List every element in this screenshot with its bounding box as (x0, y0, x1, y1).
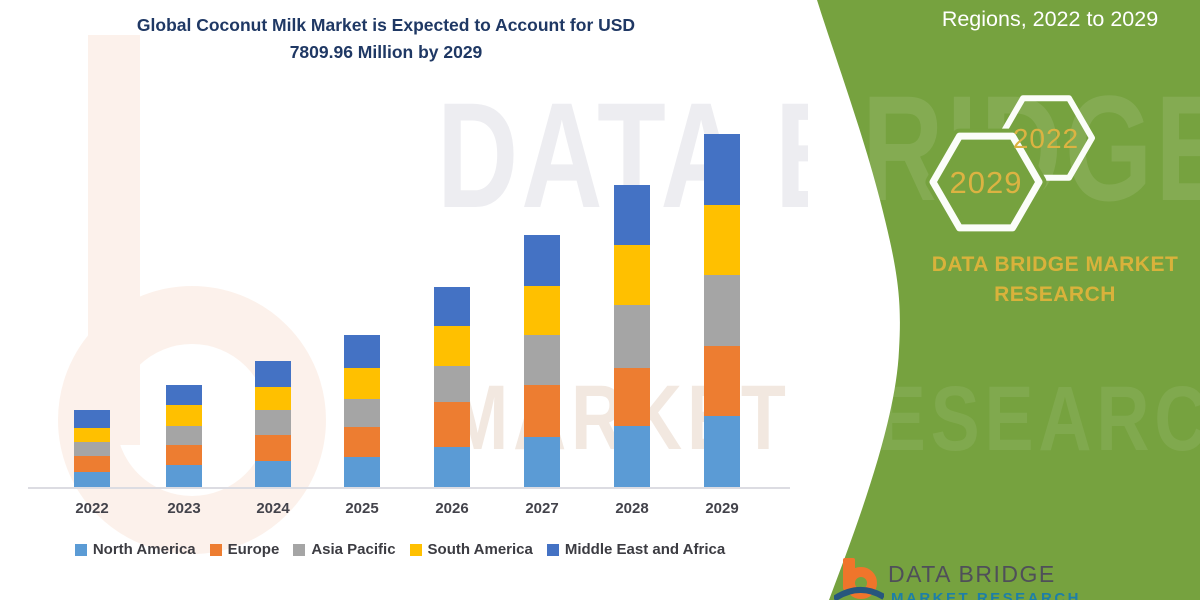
x-axis-label: 2028 (615, 500, 649, 517)
bar-segment-middle-east-and-africa (614, 185, 650, 246)
bar-segment-asia-pacific (434, 366, 470, 402)
bar-segment-middle-east-and-africa (434, 286, 470, 326)
bar-segment-south-america (434, 326, 470, 366)
legend-label: Middle East and Africa (564, 541, 726, 558)
footer-brand-name: DATA BRIDGE (888, 561, 1056, 587)
bar-segment-europe (524, 385, 560, 437)
bar-segment-europe (344, 426, 380, 457)
bar-segment-europe (434, 401, 470, 447)
legend-label: South America (427, 541, 533, 558)
x-axis-line (28, 487, 790, 489)
bar-segment-middle-east-and-africa (704, 134, 740, 206)
legend-item-south-america: South America (409, 541, 533, 558)
bar-2026 (434, 286, 470, 487)
watermark-text-bottom-green: MARKET RESEARCH (450, 367, 1200, 470)
chart-title: Global Coconut Milk Market is Expected t… (0, 12, 772, 66)
legend-swatch (409, 543, 422, 556)
brand-text-line1: DATA BRIDGE MARKET (931, 253, 1179, 276)
bar-2029 (704, 134, 740, 487)
hexagon-2022-year: 2022 (1013, 123, 1079, 154)
x-axis-label: 2029 (705, 500, 739, 517)
hexagon-2029 (929, 132, 1043, 232)
bar-segment-north-america (344, 456, 380, 487)
green-panel-shape (817, 0, 1200, 600)
bar-segment-north-america (614, 426, 650, 487)
legend-item-middle-east-and-africa: Middle East and Africa (546, 541, 726, 558)
bar-segment-asia-pacific (614, 305, 650, 368)
legend-swatch (546, 543, 559, 556)
bar-segment-asia-pacific (344, 398, 380, 427)
chart-title-line1: Global Coconut Milk Market is Expected t… (136, 15, 636, 35)
bar-2028 (614, 185, 650, 487)
bar-segment-asia-pacific (524, 335, 560, 386)
legend-label: Asia Pacific (311, 541, 396, 558)
bar-segment-south-america (344, 367, 380, 399)
bar-segment-europe (704, 346, 740, 417)
bar-2027 (524, 235, 560, 487)
bar-segment-north-america (434, 446, 470, 487)
bar-segment-middle-east-and-africa (524, 235, 560, 286)
chart-title-line2: 7809.96 Million by 2029 (289, 42, 483, 62)
bar-segment-europe (614, 367, 650, 427)
brand-text-line2: RESEARCH (994, 283, 1116, 306)
bar-segment-south-america (524, 285, 560, 336)
x-axis-label: 2027 (525, 500, 559, 517)
footer-brand-sub: MARKET RESEARCH (891, 590, 1082, 600)
bar-segment-north-america (704, 416, 740, 487)
bar-segment-south-america (614, 245, 650, 306)
panel-heading: Regions, 2022 to 2029 (941, 7, 1159, 31)
brand-text: DATA BRIDGE MARKET RESEARCH (880, 250, 1200, 310)
databridge-logo-icon (834, 558, 884, 600)
hexagon-2029-year: 2029 (950, 165, 1023, 200)
bar-segment-north-america (524, 436, 560, 487)
bar-2025 (344, 335, 380, 487)
bar-segment-asia-pacific (704, 274, 740, 347)
bar-segment-south-america (704, 205, 740, 275)
x-axis-label: 2025 (345, 500, 379, 517)
bar-segment-middle-east-and-africa (344, 335, 380, 368)
x-axis-label: 2026 (435, 500, 469, 517)
